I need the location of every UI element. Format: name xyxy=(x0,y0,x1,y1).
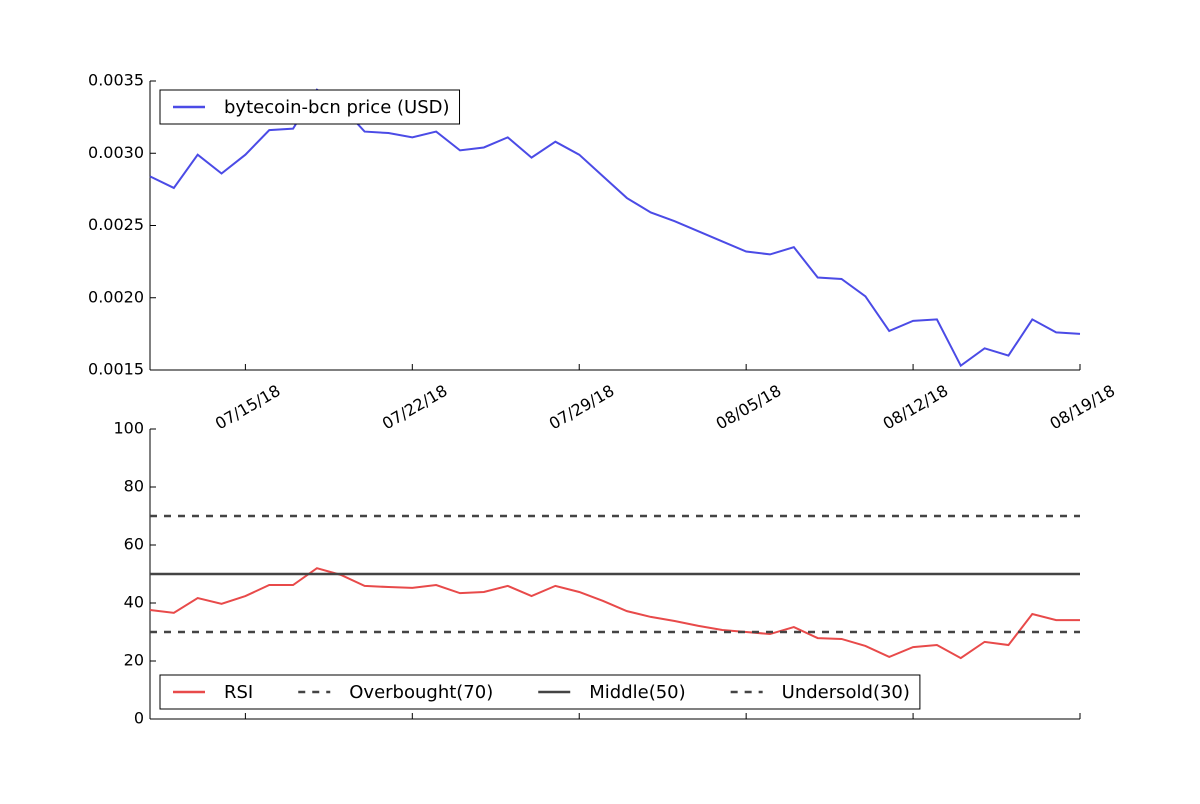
y-tick-label: 40 xyxy=(124,593,144,612)
legend-label: RSI xyxy=(224,682,253,703)
legend-label: Undersold(30) xyxy=(782,682,910,703)
y-tick-label: 80 xyxy=(124,477,144,496)
y-tick-label: 0 xyxy=(134,709,144,728)
y-tick-label: 0.0025 xyxy=(88,215,144,234)
y-tick-label: 0.0035 xyxy=(88,71,144,90)
x-tick-label: 07/29/18 xyxy=(546,381,618,433)
data-line xyxy=(149,88,1081,368)
y-tick-label: 100 xyxy=(113,419,144,438)
legend-label: Middle(50) xyxy=(589,682,685,703)
x-tick-label: 08/05/18 xyxy=(713,381,785,433)
y-tick-label: 0.0015 xyxy=(88,360,144,379)
x-tick-label: 07/22/18 xyxy=(379,381,451,433)
legend-box xyxy=(159,89,461,125)
y-tick-label: 0.0020 xyxy=(88,287,144,306)
x-tick-label: 07/15/18 xyxy=(212,381,284,433)
legend-label: Overbought(70) xyxy=(349,682,493,703)
y-tick-label: 0.0030 xyxy=(88,143,144,162)
x-tick-label: 08/12/18 xyxy=(880,381,952,433)
legend-label: bytecoin-bcn price (USD) xyxy=(224,97,450,118)
y-tick-label: 60 xyxy=(124,535,144,554)
x-tick-label: 08/19/18 xyxy=(1047,381,1119,433)
data-line xyxy=(149,567,1080,660)
y-tick-label: 20 xyxy=(124,651,144,670)
